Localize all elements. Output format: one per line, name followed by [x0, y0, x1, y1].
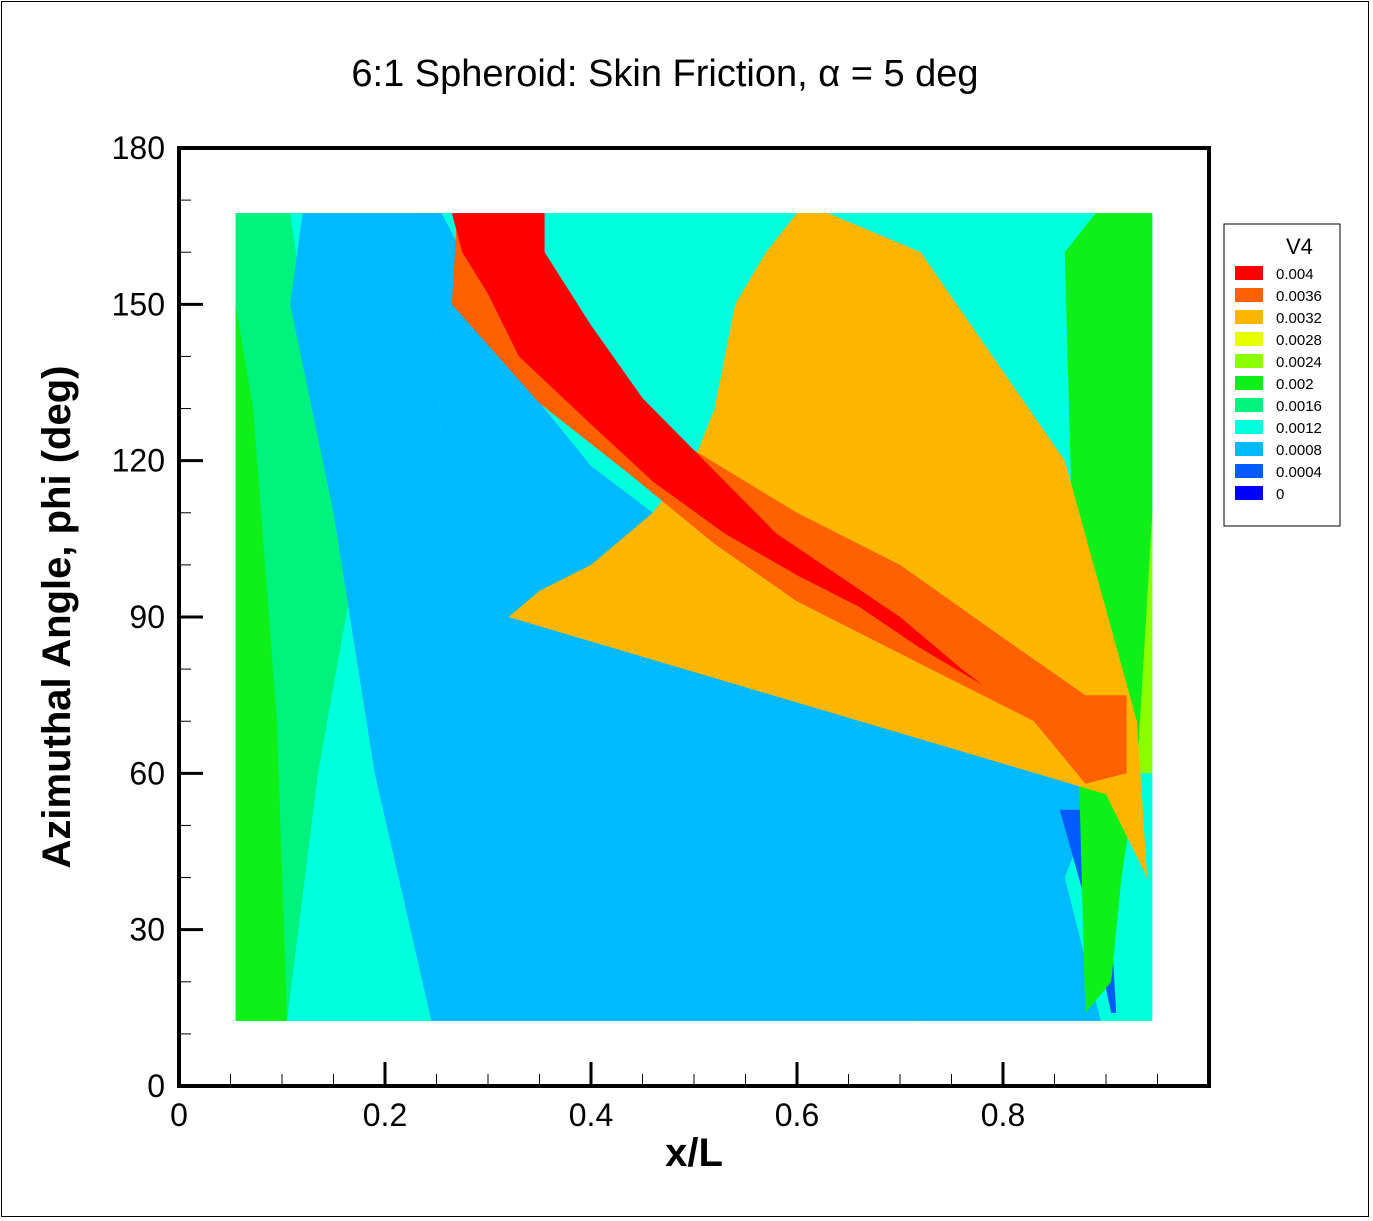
- x-tick-label: 0.6: [775, 1097, 819, 1133]
- y-tick-label: 30: [129, 912, 165, 948]
- y-tick-label: 150: [112, 286, 165, 322]
- legend-label: 0.0036: [1276, 288, 1322, 305]
- legend-label: 0.0016: [1276, 398, 1322, 415]
- legend-label: 0.0012: [1276, 420, 1322, 437]
- legend-label: 0.002: [1276, 376, 1314, 393]
- legend: V4 0.004 0.0036 0.0032 0.0028 0.0024 0.002 0.0…: [1223, 223, 1341, 527]
- legend-swatch: [1235, 310, 1263, 324]
- y-tick-label: 0: [147, 1068, 165, 1104]
- y-tick-label: 60: [129, 755, 165, 791]
- contour-band-0_0008-3: [290, 213, 921, 1021]
- y-tick-label: 90: [129, 599, 165, 635]
- legend-swatch: [1235, 486, 1263, 500]
- x-tick-label: 0.4: [569, 1097, 613, 1133]
- legend-swatch: [1235, 266, 1263, 280]
- legend-label: 0.0024: [1276, 354, 1322, 371]
- y-tick-label: 180: [112, 130, 165, 166]
- legend-swatch: [1235, 376, 1263, 390]
- x-axis-title: x/L: [665, 1131, 723, 1175]
- contour-band-0_002-1: [235, 304, 288, 1021]
- legend-swatch: [1235, 464, 1263, 478]
- x-tick-label: 0.2: [363, 1097, 407, 1133]
- contour-band-0_004-10: [451, 213, 983, 685]
- legend-label: 0.004: [1276, 266, 1314, 283]
- legend-label: 0.0008: [1276, 442, 1322, 459]
- chart-title: 6:1 Spheroid: Skin Friction, α = 5 deg: [351, 53, 978, 95]
- legend-swatch: [1235, 442, 1263, 456]
- legend-swatch: [1235, 288, 1263, 302]
- legend-label: 0.0004: [1276, 464, 1322, 481]
- legend-title: V4: [1286, 234, 1313, 259]
- legend-swatch: [1235, 420, 1263, 434]
- contour-band-0_0036-9: [451, 213, 1127, 784]
- x-tick-label: 0: [170, 1097, 188, 1133]
- axis-ticks: 0 0.2 0.4 0.6 0.8 0 30 60 90 120 150 180: [112, 130, 1158, 1133]
- legend-label: 0.0028: [1276, 332, 1322, 349]
- x-tick-label: 0.8: [981, 1097, 1025, 1133]
- y-tick-label: 120: [112, 443, 165, 479]
- legend-swatch: [1235, 332, 1263, 346]
- contour-plot-area: [235, 213, 1153, 1021]
- y-axis-title: Azimuthal Angle, phi (deg): [35, 366, 79, 869]
- legend-label: 0.0032: [1276, 310, 1322, 327]
- legend-swatch: [1235, 354, 1263, 368]
- legend-swatch: [1235, 398, 1263, 412]
- legend-label: 0: [1276, 486, 1284, 503]
